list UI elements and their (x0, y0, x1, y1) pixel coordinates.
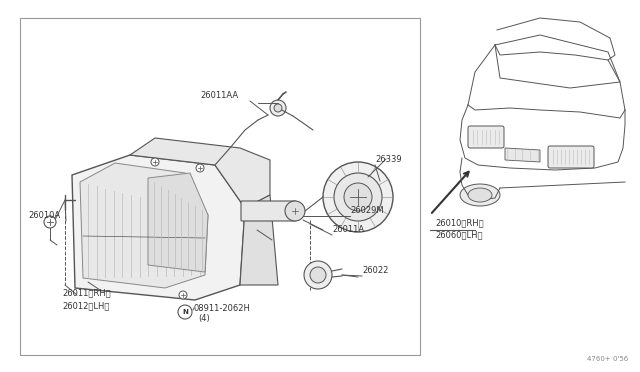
Polygon shape (130, 138, 270, 208)
Polygon shape (72, 155, 245, 300)
Text: 26010（RH）: 26010（RH） (435, 218, 484, 227)
Circle shape (285, 201, 305, 221)
Text: 26010A: 26010A (28, 211, 60, 220)
Text: 26060（LH）: 26060（LH） (435, 230, 483, 239)
Circle shape (310, 267, 326, 283)
Text: 26339: 26339 (375, 155, 402, 164)
Text: 26022: 26022 (362, 266, 388, 275)
Circle shape (274, 104, 282, 112)
Circle shape (44, 216, 56, 228)
Polygon shape (80, 163, 208, 288)
Circle shape (178, 305, 192, 319)
Text: 26012（LH）: 26012（LH） (62, 301, 109, 310)
Bar (20, 18, 420, 355)
Circle shape (196, 164, 204, 172)
Circle shape (270, 100, 286, 116)
Polygon shape (240, 195, 278, 285)
Text: 08911-2062H: 08911-2062H (194, 304, 251, 313)
Circle shape (179, 291, 187, 299)
Text: (4): (4) (198, 314, 210, 323)
Text: 26011A: 26011A (332, 225, 364, 234)
Text: 26011（RH）: 26011（RH） (62, 288, 111, 297)
FancyBboxPatch shape (548, 146, 594, 168)
Circle shape (323, 162, 393, 232)
Polygon shape (148, 173, 208, 272)
Text: 26029M: 26029M (350, 206, 383, 215)
FancyBboxPatch shape (241, 201, 296, 221)
Polygon shape (505, 148, 540, 162)
Text: 4760+ 0'56: 4760+ 0'56 (587, 356, 628, 362)
Circle shape (304, 261, 332, 289)
Text: 26011AA: 26011AA (200, 91, 238, 100)
Circle shape (344, 183, 372, 211)
Ellipse shape (460, 184, 500, 206)
Text: N: N (182, 309, 188, 315)
Circle shape (151, 158, 159, 166)
Ellipse shape (468, 188, 492, 202)
Circle shape (334, 173, 382, 221)
FancyBboxPatch shape (468, 126, 504, 148)
